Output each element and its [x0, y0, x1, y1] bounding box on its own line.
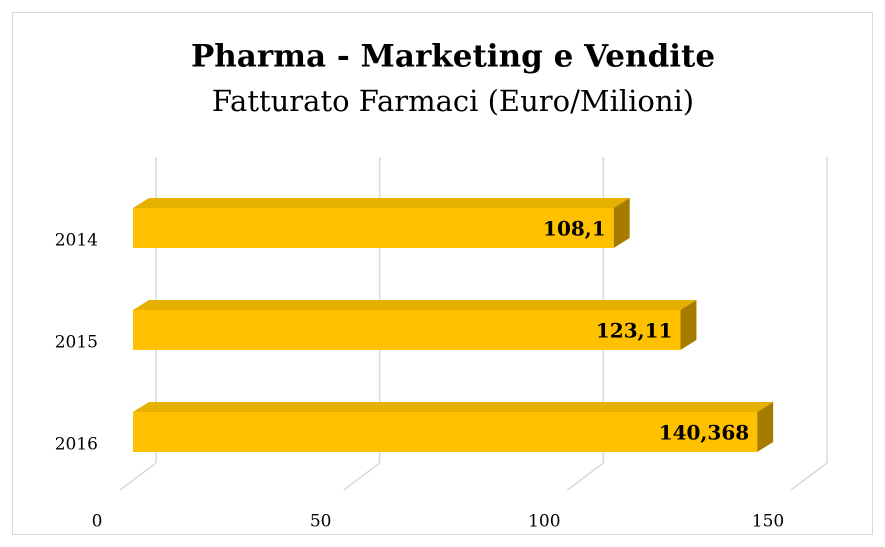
x-tick-label: 0: [92, 512, 103, 532]
x-tick-label: 50: [310, 512, 332, 532]
floor-grid-line: [343, 462, 381, 491]
bar-side: [757, 402, 774, 452]
chart-title: Pharma - Marketing e Vendite: [191, 39, 715, 75]
y-tick-label: 2016: [55, 435, 98, 455]
y-tick-label: 2015: [55, 333, 98, 353]
bar-top: [133, 198, 630, 208]
bar-top: [133, 402, 774, 412]
x-tick-label: 100: [528, 512, 560, 532]
bar-side: [680, 300, 697, 350]
bar-side: [613, 198, 630, 248]
bar-top: [133, 300, 697, 310]
y-tick-label: 2014: [55, 231, 98, 251]
bar: [133, 412, 758, 452]
floor-grid-line: [790, 462, 828, 491]
chart-subtitle: Fatturato Farmaci (Euro/Milioni): [212, 84, 694, 118]
bar: [133, 208, 614, 248]
bar: [133, 310, 681, 350]
value-label: 108,1: [543, 217, 606, 241]
x-tick-label: 150: [752, 512, 784, 532]
floor-grid-line: [119, 462, 157, 491]
value-label: 140,368: [659, 421, 749, 445]
floor-grid-line: [566, 462, 604, 491]
value-label: 123,11: [596, 319, 673, 343]
